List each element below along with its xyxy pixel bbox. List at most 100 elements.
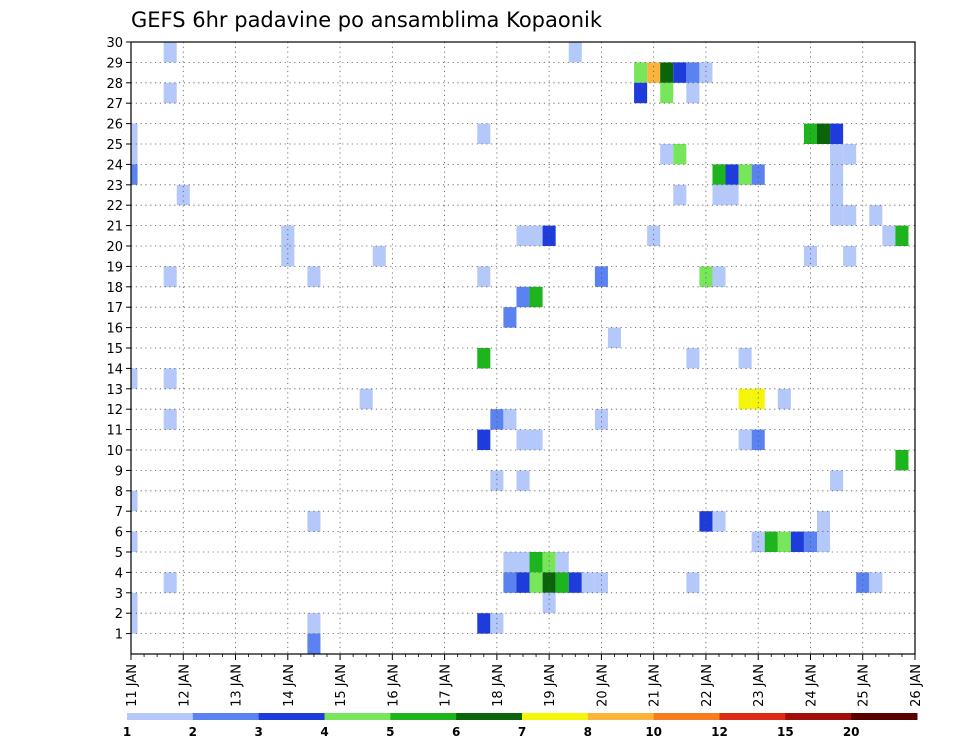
heatmap-cell	[830, 164, 844, 185]
heatmap-cell	[647, 225, 661, 246]
x-tick-label: 26 JAN	[909, 664, 924, 707]
heatmap-cell	[830, 144, 844, 165]
heatmap-cell	[307, 266, 321, 287]
heatmap-cell	[790, 531, 804, 552]
heatmap-cell	[503, 572, 517, 593]
heatmap-cell	[817, 531, 831, 552]
heatmap-cell	[699, 266, 713, 287]
colorbar-swatch	[653, 713, 720, 720]
heatmap-cell	[869, 572, 883, 593]
heatmap-cell	[359, 388, 373, 410]
heatmap-cell	[725, 164, 739, 185]
heatmap-cell	[516, 552, 530, 573]
heatmap-cell	[843, 205, 857, 226]
heatmap-cell	[673, 144, 687, 165]
x-tick-label: 16 JAN	[386, 664, 401, 707]
heatmap-cell	[751, 429, 765, 450]
x-tick-label: 24 JAN	[804, 664, 819, 707]
heatmap-cell	[843, 144, 857, 165]
heatmap-cell	[555, 552, 569, 573]
heatmap-cell	[777, 388, 791, 410]
heatmap-cell	[738, 388, 752, 410]
heatmap-cell	[477, 123, 491, 144]
heatmap-cell	[529, 225, 543, 246]
heatmap-cell	[307, 511, 321, 532]
y-tick-label: 29	[106, 56, 123, 71]
heatmap-cell	[516, 286, 530, 308]
heatmap-cell	[712, 266, 726, 287]
y-tick-label: 1	[115, 628, 123, 643]
heatmap-cell	[830, 470, 844, 491]
heatmap-cell	[699, 511, 713, 532]
x-axis: 11 JAN 12 JAN 13 JAN 14 JAN 15 JAN 16 JAN 17 J…	[125, 654, 924, 707]
colorbar-swatch	[587, 713, 655, 720]
heatmap-cell	[477, 266, 491, 287]
colorbar-label: 12	[711, 725, 728, 739]
heatmap-cell	[764, 531, 778, 552]
y-tick-label: 18	[106, 281, 123, 296]
colorbar-label: 15	[777, 725, 794, 739]
colorbar-label: 6	[452, 725, 460, 739]
y-tick-label: 22	[106, 199, 123, 214]
y-tick-label: 24	[106, 158, 123, 173]
heatmap-cell	[568, 42, 582, 63]
heatmap-cell	[477, 429, 491, 450]
heatmap-cell	[529, 572, 543, 593]
heatmap-cell	[477, 613, 491, 634]
heatmap-cell	[751, 388, 765, 410]
heatmap-cell	[176, 184, 190, 206]
x-tick-label: 15 JAN	[334, 664, 349, 707]
heatmap-cell	[568, 572, 582, 593]
colorbar-legend: 1 2 3 4 5 6 7 8 10 12 15 20	[123, 713, 918, 739]
heatmap-cell	[738, 164, 752, 185]
heatmap-cell	[817, 123, 831, 144]
heatmap-cell	[686, 572, 700, 593]
heatmap-cell	[477, 348, 491, 369]
heatmap-cell	[529, 552, 543, 573]
y-tick-label: 20	[106, 240, 123, 255]
heatmap-cell	[503, 307, 517, 328]
y-tick-label: 10	[106, 444, 123, 459]
y-tick-label: 27	[106, 97, 123, 112]
heatmap-cell	[529, 429, 543, 450]
heatmap-cell	[594, 572, 608, 593]
heatmap-cell	[131, 144, 138, 165]
y-tick-label: 12	[106, 403, 123, 418]
colorbar-label: 8	[584, 725, 592, 739]
heatmap-cell	[281, 225, 295, 246]
heatmap-cell	[712, 184, 726, 206]
heatmap-cell	[634, 82, 648, 104]
heatmap-cell	[131, 123, 138, 144]
heatmap-cell	[738, 429, 752, 450]
x-tick-label: 17 JAN	[439, 664, 454, 707]
y-tick-label: 13	[106, 383, 123, 398]
heatmap-cell	[490, 470, 504, 491]
colorbar-swatch	[719, 713, 786, 720]
heatmap-cell	[686, 62, 700, 83]
colorbar-label: 1	[123, 725, 131, 739]
heatmap-cell	[542, 225, 556, 246]
heatmap-cell	[516, 572, 530, 593]
heatmap-cell	[830, 123, 844, 144]
heatmap-cell	[163, 266, 177, 287]
y-tick-label: 23	[106, 179, 123, 194]
heatmap-cell	[131, 613, 138, 634]
heatmap-cell	[503, 409, 517, 430]
y-tick-label: 6	[115, 526, 123, 541]
x-tick-label: 14 JAN	[282, 664, 297, 707]
heatmap-cell	[712, 511, 726, 532]
heatmap-cell	[607, 327, 621, 348]
y-tick-label: 11	[106, 424, 123, 439]
y-tick-label: 7	[115, 505, 123, 520]
y-tick-label: 4	[115, 566, 123, 581]
heatmap-cell	[307, 633, 321, 654]
heatmap-cell	[131, 164, 138, 185]
heatmap-cell	[516, 470, 530, 491]
heatmap-cell	[131, 490, 138, 512]
y-tick-label: 9	[115, 464, 123, 479]
y-tick-label: 2	[115, 607, 123, 622]
y-tick-label: 26	[106, 118, 123, 133]
heatmap-cell	[725, 184, 739, 206]
heatmap-cell	[529, 286, 543, 308]
